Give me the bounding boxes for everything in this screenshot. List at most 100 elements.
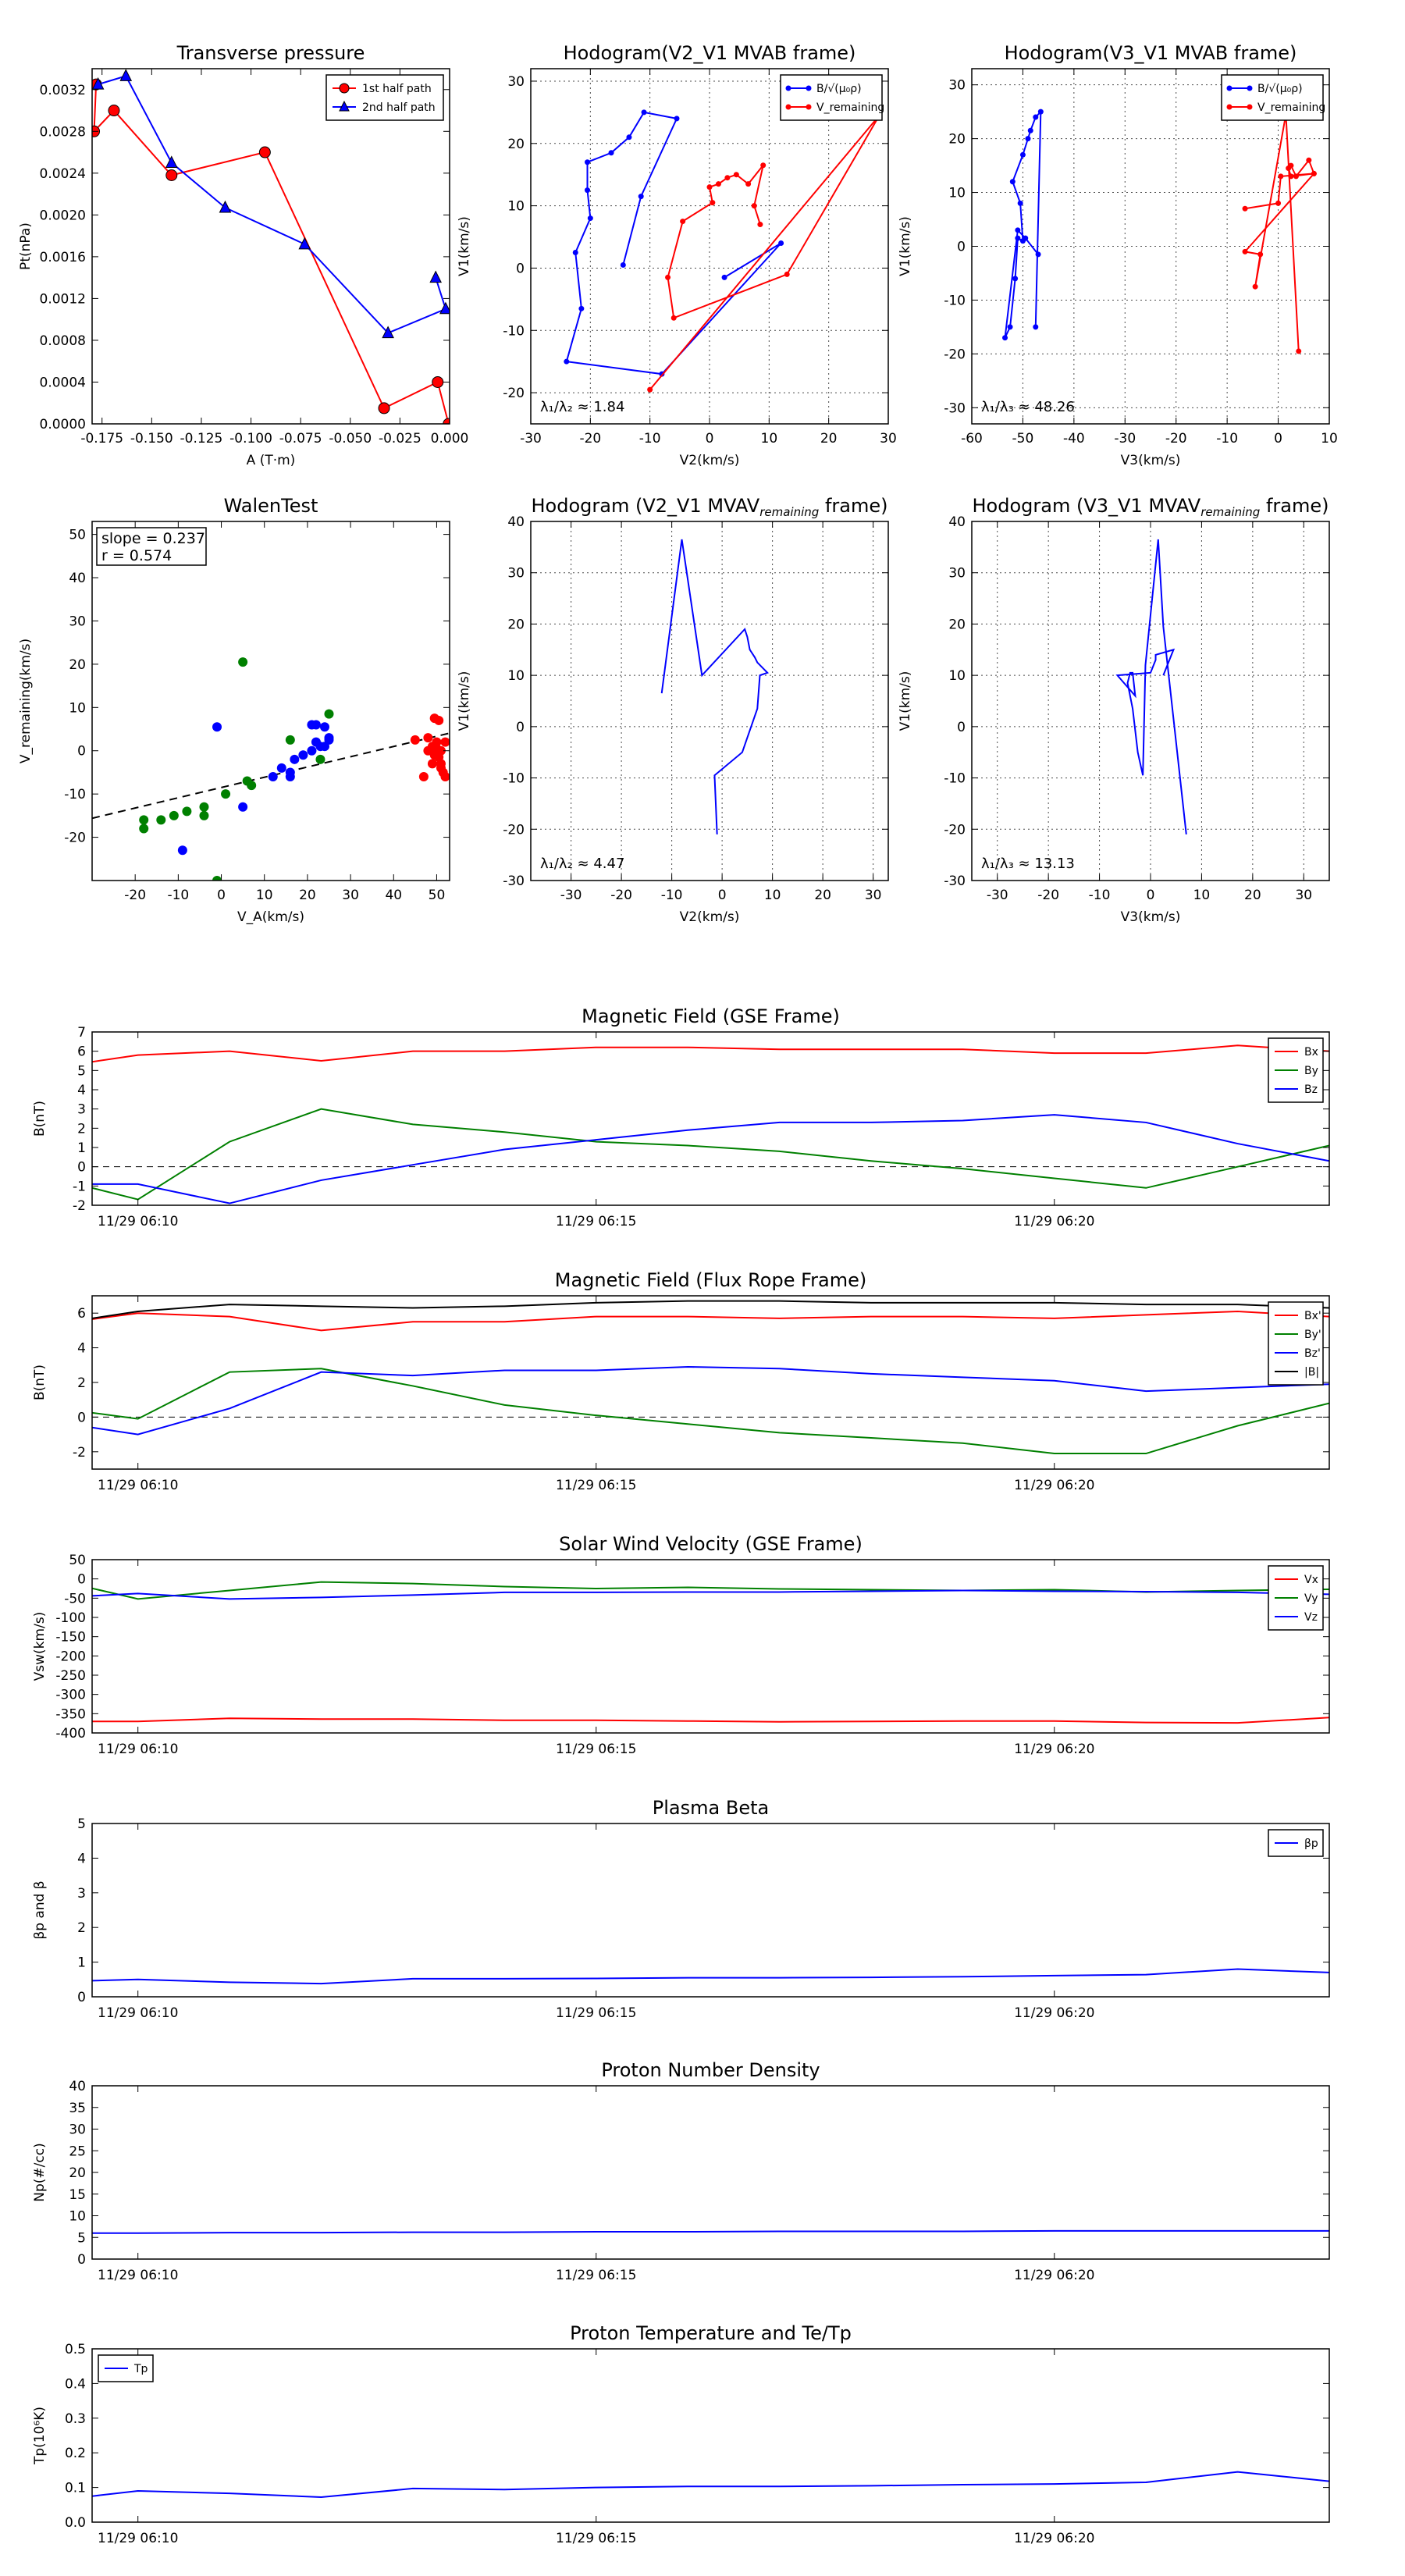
data-point	[315, 742, 325, 752]
data-point	[733, 172, 739, 178]
data-point	[1257, 251, 1264, 258]
data-point	[1015, 235, 1021, 241]
y-tick-label: 0.0028	[40, 124, 86, 140]
series-line-Vx	[92, 1717, 1329, 1724]
legend-marker	[806, 85, 812, 91]
x-tick-label: -0.100	[229, 431, 272, 447]
annotation-text: λ₁/λ₂ ≈ 1.84	[540, 399, 624, 415]
chart-title: Hodogram(V3_V1 MVAB frame)	[1005, 42, 1297, 64]
data-point	[199, 802, 209, 812]
chart-title: Solar Wind Velocity (GSE Frame)	[559, 1533, 863, 1555]
x-tick-label: -0.075	[279, 431, 322, 447]
data-point	[757, 222, 763, 228]
y-tick-label: 30	[69, 2122, 86, 2138]
data-point	[432, 737, 442, 747]
legend: Tp	[98, 2354, 154, 2382]
chart-pt: -0.175 -0.150 -0.125 -0.100 -0.075 -0.050 -0.0…	[18, 42, 468, 468]
legend-label: |B|	[1304, 1366, 1319, 1379]
chart-title: Hodogram(V2_V1 MVAB frame)	[564, 42, 856, 64]
x-tick-label: 0	[1147, 888, 1155, 903]
legend-label: B/√(μ₀ρ)	[1257, 83, 1303, 95]
legend-marker	[339, 83, 350, 94]
legend: Vx Vy Vz	[1268, 1565, 1324, 1631]
data-point	[1035, 251, 1041, 258]
chart-vsw: 11/29 06:10 11/29 06:15 11/29 06:20 -400 -35…	[32, 1533, 1330, 1757]
y-tick-label: 0	[516, 261, 525, 276]
chart-hv2: -30 -20 -10 0 10 20 30 -20 -10 0 10 20 30 Hodogram(V2…	[457, 42, 897, 468]
y-tick-label: 0.0004	[40, 375, 86, 390]
data-point	[1037, 109, 1044, 115]
chart-title: WalenTest	[224, 495, 318, 517]
x-tick-label: 0	[1274, 431, 1282, 447]
legend-label: V_remaining	[816, 101, 884, 114]
y-tick-label: 50	[69, 528, 86, 543]
chart-bfr: 11/29 06:10 11/29 06:15 11/29 06:20 -2 0 2 4 6 M…	[32, 1269, 1330, 1493]
x-tick-label: 11/29 06:20	[1014, 2531, 1094, 2546]
x-tick-label: 10	[764, 888, 781, 903]
data-point	[751, 203, 757, 209]
y-tick-label: 10	[507, 668, 525, 684]
legend-marker	[785, 104, 791, 110]
y-tick-label: -20	[503, 822, 525, 838]
y-tick-label: 0	[77, 1160, 86, 1176]
axes-frame	[91, 68, 450, 425]
data-point	[247, 781, 257, 791]
data-point	[92, 76, 105, 90]
data-point	[432, 375, 444, 388]
data-point	[641, 109, 647, 116]
data-point	[258, 146, 271, 158]
data-point	[1242, 205, 1248, 212]
legend: B/√(μ₀ρ) V_remaining	[1221, 74, 1325, 121]
y-tick-label: 4	[77, 1083, 86, 1098]
annotation-text: λ₁/λ₃ ≈ 48.26	[981, 399, 1075, 415]
data-point	[1027, 127, 1033, 133]
chart-title: Proton Number Density	[601, 2059, 820, 2081]
x-tick-label: 11/29 06:20	[1014, 1742, 1094, 1757]
data-point	[427, 759, 437, 769]
series-line-B	[565, 111, 782, 375]
annotation-text: r = 0.574	[101, 547, 172, 564]
x-axis-label: V2(km/s)	[680, 909, 740, 925]
legend: Bx By Bz	[1268, 1037, 1324, 1103]
legend-label: Tp	[133, 2363, 148, 2375]
fit-line	[92, 732, 450, 820]
legend: 1st half path 2nd half path	[325, 74, 444, 121]
y-tick-label: 0.1	[65, 2481, 86, 2496]
y-tick-label: -350	[55, 1706, 86, 1722]
series-line-2ndhalfpath	[98, 75, 447, 334]
data-point	[715, 181, 721, 187]
x-tick-label: 11/29 06:20	[1014, 2268, 1094, 2283]
y-tick-label: -20	[503, 386, 525, 401]
y-tick-label: 20	[948, 132, 966, 148]
x-tick-label: -20	[1165, 431, 1187, 447]
data-area	[660, 539, 770, 834]
y-tick-label: -2	[73, 1445, 86, 1461]
y-axis-label: Vsw(km/s)	[32, 1612, 48, 1681]
x-tick-label: -20	[1037, 888, 1059, 903]
annotation-text: λ₁/λ₃ ≈ 13.13	[981, 856, 1075, 872]
x-tick-label: 20	[814, 888, 831, 903]
data-area	[564, 109, 883, 393]
data-point	[710, 200, 716, 206]
y-tick-label: 20	[507, 617, 525, 632]
data-point	[156, 815, 166, 825]
y-tick-label: -250	[55, 1668, 86, 1684]
y-tick-label: -2	[73, 1198, 86, 1214]
data-point	[564, 358, 570, 365]
x-tick-label: 10	[761, 431, 778, 447]
legend-label: Vx	[1304, 1574, 1318, 1586]
legend-box	[325, 74, 444, 121]
data-point	[647, 386, 653, 393]
chart-hrv3: -30 -20 -10 0 10 20 30 -30 -20 -10 0 10 20 30 40 Hodogr…	[898, 495, 1330, 925]
x-tick-label: 11/29 06:15	[556, 2005, 636, 2021]
data-point	[423, 745, 433, 756]
series-line-0	[660, 539, 770, 834]
data-area	[92, 1300, 1329, 1455]
data-point	[108, 105, 120, 117]
data-point	[572, 249, 578, 255]
x-tick-label: 30	[865, 888, 882, 903]
data-point	[1311, 170, 1317, 176]
x-tick-label: -50	[1012, 431, 1034, 447]
chart-hv3: -60 -50 -40 -30 -20 -10 0 10 -30 -20 -10 0 10 20 30 Hod…	[898, 42, 1338, 468]
x-tick-label: -20	[610, 888, 632, 903]
